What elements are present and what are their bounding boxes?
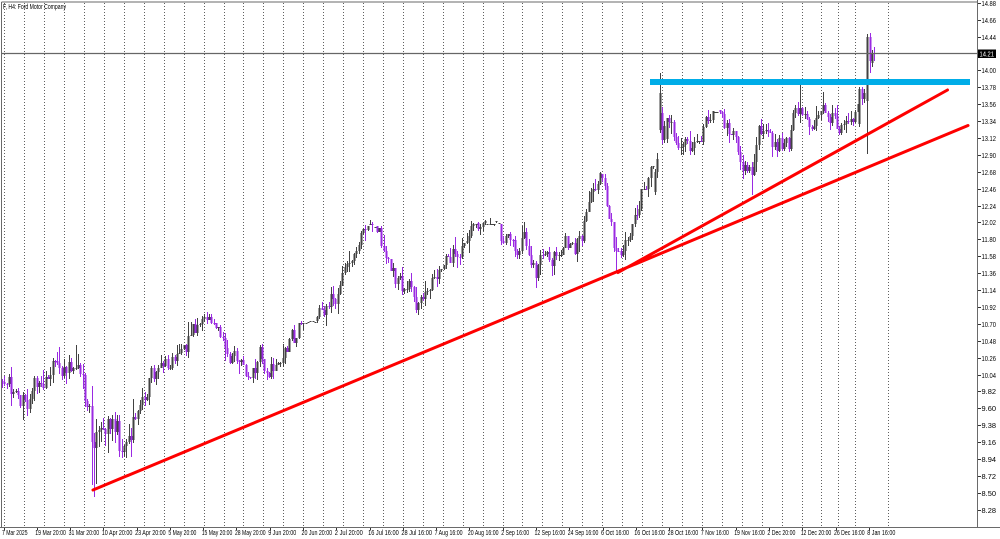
svg-text:7 Nov 16:00: 7 Nov 16:00: [701, 528, 729, 537]
svg-text:28 May 20:00: 28 May 20:00: [235, 528, 266, 537]
svg-text:9 Jun 20:00: 9 Jun 20:00: [268, 528, 296, 537]
svg-text:11.14: 11.14: [982, 286, 997, 295]
svg-text:28 Jul 16:00: 28 Jul 16:00: [401, 528, 432, 537]
svg-text:31 Mar 20:00: 31 Mar 20:00: [69, 528, 100, 537]
svg-text:12.90: 12.90: [982, 151, 997, 160]
svg-text:23 Apr 20:00: 23 Apr 20:00: [135, 528, 166, 537]
svg-text:14.00: 14.00: [982, 66, 997, 75]
svg-text:10.48: 10.48: [982, 337, 997, 346]
svg-text:15 May 20:00: 15 May 20:00: [202, 528, 233, 537]
svg-text:F, H4: Ford Motor Company: F, H4: Ford Motor Company: [3, 2, 66, 11]
svg-text:26 Dec 16:00: 26 Dec 16:00: [834, 528, 865, 537]
svg-text:13.78: 13.78: [982, 83, 997, 92]
svg-text:12.68: 12.68: [982, 168, 997, 177]
svg-text:16 Oct 16:00: 16 Oct 16:00: [634, 528, 665, 537]
svg-text:12 Dec 20:00: 12 Dec 20:00: [801, 528, 832, 537]
svg-text:14.66: 14.66: [982, 16, 997, 25]
svg-text:14.44: 14.44: [982, 33, 997, 42]
svg-text:10.70: 10.70: [982, 320, 997, 329]
svg-text:6 Oct 16:00: 6 Oct 16:00: [601, 528, 629, 537]
svg-text:10.04: 10.04: [982, 371, 997, 380]
svg-text:13.34: 13.34: [982, 117, 997, 126]
svg-text:12.02: 12.02: [982, 218, 997, 227]
svg-text:2 Jul 20:00: 2 Jul 20:00: [335, 528, 363, 537]
svg-text:12.46: 12.46: [982, 185, 997, 194]
svg-text:2 Sep 16:00: 2 Sep 16:00: [501, 528, 529, 537]
svg-text:5 May 20:00: 5 May 20:00: [168, 528, 196, 537]
svg-text:11.80: 11.80: [982, 235, 997, 244]
svg-text:24 Sep 16:00: 24 Sep 16:00: [568, 528, 599, 537]
svg-text:14.88: 14.88: [982, 0, 997, 8]
svg-text:2 Dec 20:00: 2 Dec 20:00: [767, 528, 795, 537]
svg-text:28 Oct 16:00: 28 Oct 16:00: [668, 528, 699, 537]
svg-text:10.26: 10.26: [982, 354, 997, 363]
svg-text:12 Sep 16:00: 12 Sep 16:00: [535, 528, 566, 537]
svg-text:10 Apr 20:00: 10 Apr 20:00: [102, 528, 133, 537]
svg-text:8 Jan 16:00: 8 Jan 16:00: [867, 528, 895, 537]
svg-text:8.28: 8.28: [982, 506, 997, 515]
svg-text:19 Mar 20:00: 19 Mar 20:00: [35, 528, 66, 537]
svg-text:11.58: 11.58: [982, 252, 997, 261]
svg-text:11.36: 11.36: [982, 269, 997, 278]
svg-text:9.60: 9.60: [982, 404, 997, 413]
svg-text:8.50: 8.50: [982, 489, 997, 498]
svg-text:13.12: 13.12: [982, 134, 997, 143]
svg-text:20 Aug 16:00: 20 Aug 16:00: [468, 528, 499, 537]
svg-text:12.24: 12.24: [982, 202, 997, 211]
svg-text:9.16: 9.16: [982, 438, 997, 447]
svg-text:19 Nov 16:00: 19 Nov 16:00: [734, 528, 765, 537]
svg-text:20 Jun 20:00: 20 Jun 20:00: [302, 528, 333, 537]
svg-text:13.56: 13.56: [982, 100, 997, 109]
svg-text:7 Aug 16:00: 7 Aug 16:00: [435, 528, 463, 537]
svg-text:10.92: 10.92: [982, 303, 997, 312]
svg-text:7 Mar 2025: 7 Mar 2025: [2, 528, 28, 537]
svg-text:16 Jul 16:00: 16 Jul 16:00: [368, 528, 399, 537]
svg-text:14.21: 14.21: [980, 49, 995, 58]
svg-text:9.38: 9.38: [982, 421, 997, 430]
svg-text:8.72: 8.72: [982, 472, 997, 481]
svg-text:9.82: 9.82: [982, 387, 997, 396]
svg-text:8.94: 8.94: [982, 455, 997, 464]
